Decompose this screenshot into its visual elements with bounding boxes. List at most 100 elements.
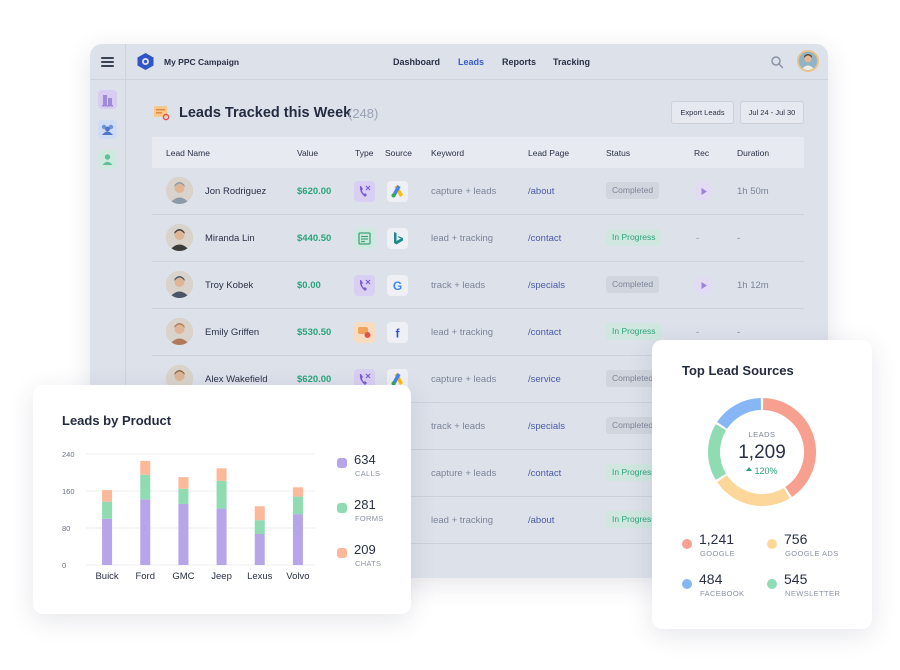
newsletter-label: NEWSLETTER — [785, 589, 841, 598]
lead-keyword: capture + leads — [431, 186, 497, 197]
bar-forms-volvo[interactable] — [292, 496, 303, 515]
lead-name[interactable]: Emily Griffen — [205, 327, 260, 338]
table-row[interactable]: Jon Rodriguez $620.00 capture + leads/abou… — [152, 168, 804, 215]
leads-report-icon — [154, 106, 170, 121]
bar-calls-lexus[interactable] — [254, 534, 265, 565]
col-lead-name[interactable]: Lead Name — [166, 148, 210, 158]
lead-name[interactable]: Miranda Lin — [205, 233, 255, 244]
top-lead-sources-chart: LEADS 1,209 120% — [708, 398, 816, 506]
svg-text:f: f — [396, 327, 401, 341]
facebook-label: FACEBOOK — [700, 589, 745, 598]
x-tick-label: Volvo — [286, 571, 309, 582]
lead-page-link[interactable]: /about — [528, 515, 555, 526]
bar-forms-lexus[interactable] — [254, 520, 265, 535]
menu-icon[interactable] — [101, 57, 114, 67]
user-avatar[interactable] — [797, 50, 819, 72]
lead-name[interactable]: Troy Kobek — [205, 280, 254, 291]
slice-google-ads[interactable] — [717, 475, 790, 506]
legend-calls-total: 634 — [354, 452, 376, 467]
search-icon[interactable] — [770, 55, 784, 69]
legend-forms-label: FORMS — [355, 514, 384, 523]
lead-avatar-photo — [166, 271, 193, 298]
table-body: Jon Rodriguez $620.00 capture + leads/abou… — [152, 168, 804, 544]
col-duration[interactable]: Duration — [737, 148, 770, 158]
facebook-count: 484 — [699, 571, 723, 587]
table-row[interactable]: lead + tracking/about In Progress — [152, 497, 804, 544]
lead-name[interactable]: Alex Wakefield — [205, 374, 268, 385]
table-row[interactable]: Miranda Lin $440.50 lead + tracking/contac… — [152, 215, 804, 262]
lead-count: (248) — [348, 106, 379, 121]
col-status[interactable]: Status — [606, 148, 631, 158]
page-title: Leads Tracked this Week — [179, 105, 352, 121]
lead-page-link[interactable]: /specials — [528, 421, 565, 432]
col-value[interactable]: Value — [297, 148, 319, 158]
bar-forms-ford[interactable] — [140, 474, 151, 500]
bar-calls-jeep[interactable] — [216, 508, 227, 565]
bar-calls-buick[interactable] — [102, 518, 113, 565]
col-source[interactable]: Source — [385, 148, 412, 158]
col-keyword[interactable]: Keyword — [431, 148, 465, 158]
bar-chats-volvo[interactable] — [292, 487, 303, 497]
logo-icon — [137, 53, 154, 70]
table-row[interactable]: Emily Griffen $530.50 f lead + tracking/con… — [152, 309, 804, 356]
bar-chats-gmc[interactable] — [178, 477, 189, 489]
col-rec[interactable]: Rec — [694, 148, 710, 158]
bar-forms-buick[interactable] — [102, 501, 113, 519]
bar-forms-jeep[interactable] — [216, 480, 227, 509]
no-recording: - — [696, 233, 700, 244]
play-recording-icon[interactable] — [694, 276, 713, 295]
bar-calls-volvo[interactable] — [292, 514, 303, 565]
lead-page-link[interactable]: /service — [528, 374, 561, 385]
bar-calls-gmc[interactable] — [178, 503, 189, 565]
date-range-button[interactable]: Jul 24 - Jul 30 — [740, 101, 804, 124]
sidebar-item-team[interactable] — [98, 120, 117, 139]
bar-forms-gmc[interactable] — [178, 488, 189, 504]
lead-avatar — [166, 224, 193, 251]
nav-tracking[interactable]: Tracking — [553, 57, 591, 67]
lead-page-link[interactable]: /contact — [528, 468, 562, 479]
col-type[interactable]: Type — [355, 148, 374, 158]
status-badge: Completed — [606, 276, 660, 293]
lead-avatar — [166, 177, 193, 204]
sidebar-item-contacts[interactable] — [98, 150, 117, 169]
play-recording-icon[interactable] — [694, 182, 713, 201]
export-leads-button[interactable]: Export Leads — [671, 101, 734, 124]
type-call-icon — [354, 369, 375, 390]
slice-facebook[interactable] — [717, 398, 762, 429]
col-lead-page[interactable]: Lead Page — [528, 148, 570, 158]
table-header: Lead Name Value Type Source Keyword Lead… — [152, 137, 804, 168]
bar-chats-ford[interactable] — [140, 460, 151, 475]
sidebar-item-reports[interactable] — [98, 90, 117, 109]
svg-text:G: G — [393, 279, 402, 293]
nav-leads[interactable]: Leads — [458, 57, 485, 67]
lead-keyword: capture + leads — [431, 468, 497, 479]
donut-center-change: 120% — [754, 466, 777, 476]
table-row[interactable]: capture + leads/contact In Progress — [152, 450, 804, 497]
legend-chats-label: CHATS — [355, 559, 382, 568]
lead-page-link[interactable]: /contact — [528, 233, 562, 244]
bar-chats-lexus[interactable] — [254, 506, 265, 521]
google-label: GOOGLE — [700, 549, 735, 558]
nav-reports[interactable]: Reports — [502, 57, 537, 67]
google-ads-icon — [387, 369, 408, 390]
lead-page-link[interactable]: /about — [528, 186, 555, 197]
bar-calls-ford[interactable] — [140, 499, 151, 565]
bing-icon — [387, 228, 408, 249]
lead-value: $620.00 — [297, 374, 332, 385]
lead-page-link[interactable]: /specials — [528, 280, 565, 291]
legend-forms-swatch — [337, 503, 347, 513]
lead-page-link[interactable]: /contact — [528, 327, 562, 338]
status-badge: Completed — [606, 417, 660, 434]
table-row[interactable]: track + leads/specials Completed — [152, 403, 804, 450]
bar-chats-jeep[interactable] — [216, 468, 227, 481]
lead-value: $0.00 — [297, 280, 321, 291]
slice-newsletter[interactable] — [708, 424, 727, 480]
bar-chats-buick[interactable] — [102, 490, 113, 502]
slice-google[interactable] — [762, 398, 816, 497]
lead-name[interactable]: Jon Rodriguez — [205, 186, 267, 197]
donut-center-label: LEADS — [748, 430, 775, 439]
x-tick-label: Ford — [135, 571, 155, 582]
nav-dashboard[interactable]: Dashboard — [393, 57, 441, 67]
x-tick-label: Buick — [95, 571, 118, 582]
